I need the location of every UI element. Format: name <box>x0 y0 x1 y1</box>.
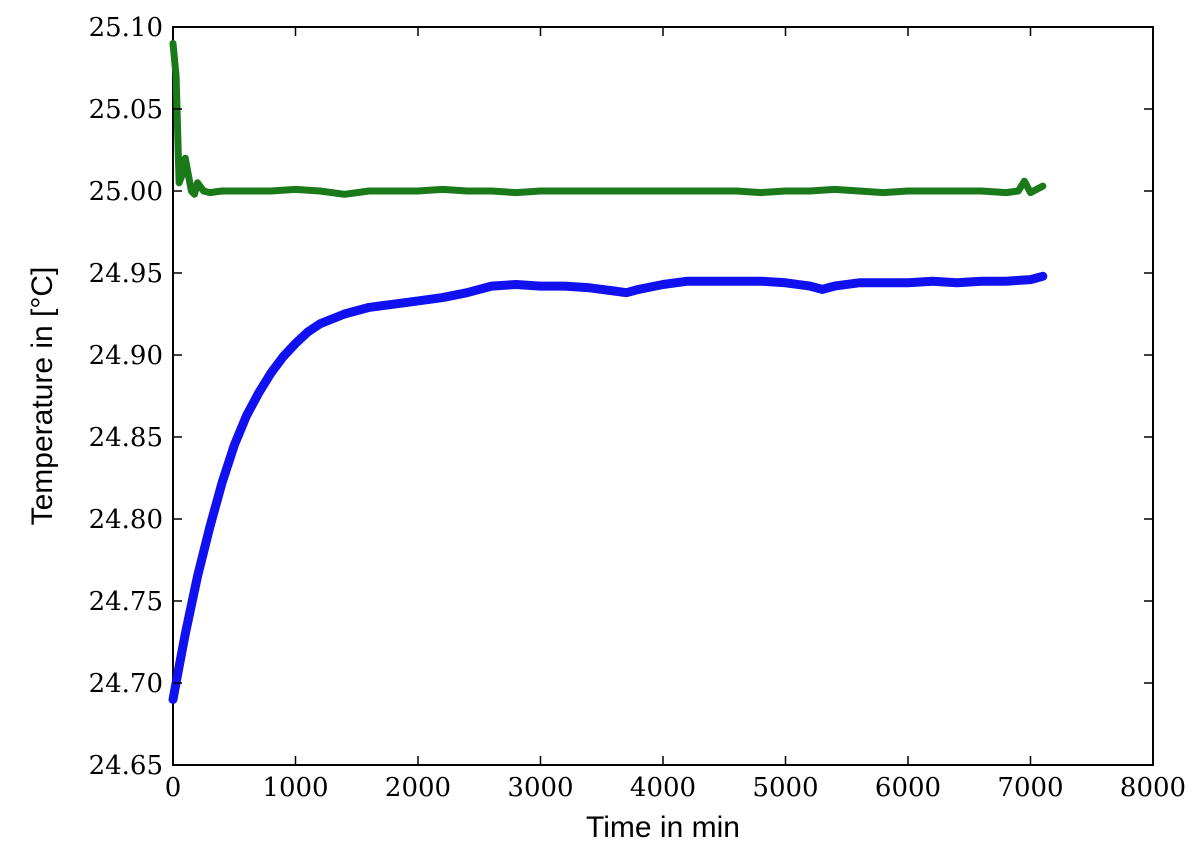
y-tick-label: 24.65 <box>89 751 163 781</box>
x-tick-label: 0 <box>165 773 182 803</box>
y-tick-label: 24.85 <box>89 423 163 453</box>
y-tick-label: 24.70 <box>89 669 163 699</box>
x-tick-label: 4000 <box>630 773 696 803</box>
x-tick-label: 7000 <box>997 773 1063 803</box>
series-layer <box>168 39 1048 704</box>
x-tick-label: 3000 <box>507 773 573 803</box>
series-line-2 <box>168 271 1048 704</box>
y-tick-label: 24.95 <box>89 259 163 289</box>
y-tick-label: 24.75 <box>89 587 163 617</box>
y-tick-label: 25.00 <box>89 177 163 207</box>
x-tick-label: 8000 <box>1120 773 1186 803</box>
x-tick-label: 6000 <box>875 773 941 803</box>
tick-layer: 0 1000 2000 3000 4000 5000 6000 7000 8000 24.65 24… <box>89 13 1187 803</box>
y-axis-title: Temperature in [°C] <box>26 267 59 526</box>
series-line-1 <box>169 39 1047 198</box>
plot-area <box>172 26 1154 766</box>
x-tick-label: 2000 <box>385 773 451 803</box>
y-tick-label: 25.05 <box>89 95 163 125</box>
y-tick-label: 25.10 <box>89 13 163 43</box>
x-tick-label: 1000 <box>262 773 328 803</box>
x-tick-label: 5000 <box>752 773 818 803</box>
y-tick-label: 24.90 <box>89 341 163 371</box>
x-axis-title: Time in min <box>586 811 740 844</box>
y-tick-label: 24.80 <box>89 505 163 535</box>
